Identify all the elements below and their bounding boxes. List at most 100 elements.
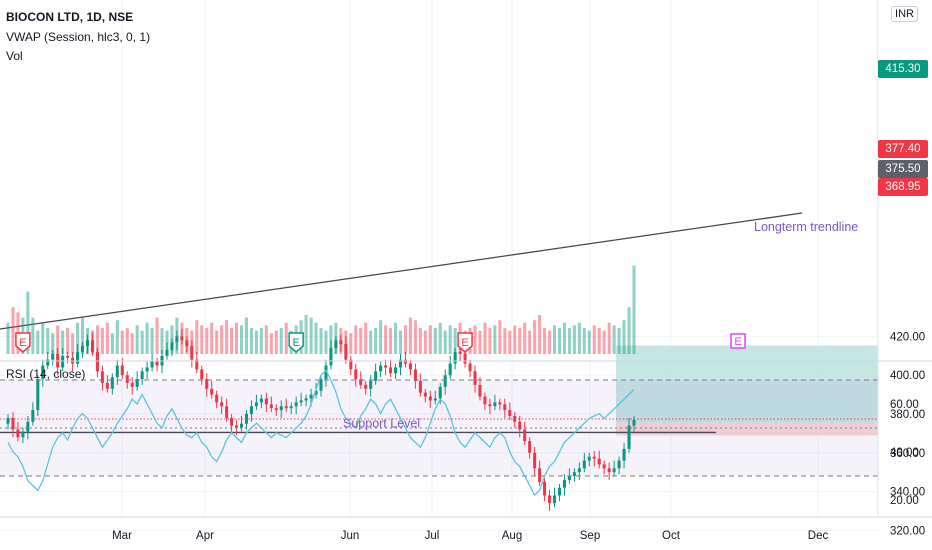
candle-body	[254, 402, 258, 407]
candle-body	[31, 410, 35, 422]
stop-price-badge: 368.95	[878, 178, 928, 196]
candle-body	[235, 425, 239, 428]
volume-bar	[185, 328, 189, 354]
volume-bar	[433, 328, 437, 354]
volume-bar	[413, 320, 417, 354]
volume-bar	[274, 330, 278, 354]
price-tick-label: 420.00	[890, 331, 925, 343]
candle-body	[269, 404, 273, 409]
candle-body	[309, 394, 313, 399]
volume-bar	[533, 320, 537, 354]
future-earnings-shape	[730, 333, 746, 349]
candle-body	[433, 398, 437, 401]
price-tick-label: 380.00	[890, 409, 925, 421]
volume-bar	[140, 330, 144, 354]
volume-bar	[334, 322, 338, 354]
rsi-indicator-label[interactable]: RSI (14, close)	[6, 367, 86, 381]
volume-bar	[528, 330, 532, 354]
volume-bar	[498, 320, 502, 354]
volume-bar	[235, 322, 239, 354]
volume-bar	[587, 330, 591, 354]
volume-bar	[543, 328, 547, 354]
candle-body	[304, 398, 308, 401]
volume-bar	[612, 325, 616, 354]
volume-bar	[180, 322, 184, 354]
volume-bar	[552, 325, 557, 354]
candle-body	[359, 379, 363, 385]
candle-body	[428, 396, 432, 401]
x-tick-label: Dec	[808, 530, 829, 542]
volume-bar	[374, 328, 378, 354]
volume-bar	[90, 330, 94, 354]
candle-body	[135, 379, 139, 387]
earnings-marker-label: E	[461, 337, 468, 349]
candle-body	[115, 365, 119, 378]
symbol-title[interactable]: BIOCON LTD, 1D, NSE	[6, 10, 134, 24]
candle-body	[319, 379, 323, 391]
volume-bar	[160, 328, 164, 354]
candle-body	[200, 369, 204, 380]
volume-bar	[483, 322, 487, 354]
candle-body	[577, 468, 581, 473]
support-level-label: Support Level	[343, 416, 420, 430]
volume-bar	[493, 325, 497, 354]
candle-body	[592, 456, 596, 459]
candle-body	[76, 351, 80, 364]
volume-bar	[393, 322, 398, 354]
volume-bar	[284, 322, 288, 354]
volume-bar	[503, 328, 507, 354]
volume-bar	[478, 330, 482, 354]
candle-body	[552, 495, 557, 504]
candle-body	[473, 371, 477, 385]
future-earnings-label: E	[734, 336, 741, 348]
volume-bar	[627, 307, 631, 354]
candle-body	[339, 340, 343, 345]
candle-body	[11, 417, 15, 430]
volume-bar	[428, 325, 432, 354]
candle-body	[130, 382, 134, 387]
candle-body	[205, 379, 209, 389]
trendline-label: Longterm trendline	[754, 220, 858, 234]
volume-bar	[36, 330, 40, 354]
candle-body	[369, 381, 373, 389]
volume-bar	[190, 330, 194, 354]
candle-body	[41, 365, 45, 380]
volume-bar	[105, 322, 109, 354]
volume-bar	[473, 325, 477, 354]
volume-bar	[339, 328, 343, 354]
volume-bar	[264, 325, 268, 354]
volume-bar	[538, 315, 542, 354]
volume-bar	[269, 333, 273, 354]
volume-bar	[369, 330, 373, 354]
candle-body	[329, 348, 333, 366]
price-tick-label: 400.00	[890, 370, 925, 382]
rsi-tick-label: 60.00	[890, 399, 919, 411]
candle-body	[384, 365, 388, 368]
last-price-badge: 377.40	[878, 140, 928, 158]
target-zone	[616, 345, 878, 423]
volume-bar	[513, 325, 517, 354]
vwap-indicator-label[interactable]: VWAP (Session, hlc3, 0, 1)	[6, 30, 151, 44]
candle-body	[493, 402, 497, 407]
candle-body	[632, 419, 636, 426]
candle-body	[528, 441, 532, 453]
candle-body	[239, 423, 244, 428]
candle-body	[468, 363, 472, 372]
candle-body	[548, 495, 552, 504]
candle-body	[607, 468, 611, 473]
volume-bar	[562, 322, 566, 354]
candle-body	[46, 359, 50, 366]
volume-bar	[31, 317, 35, 354]
candle-body	[543, 481, 547, 496]
volume-bar	[279, 328, 283, 354]
candle-body	[508, 410, 512, 416]
volume-indicator-label[interactable]: Vol	[6, 49, 23, 63]
earnings-marker: E	[288, 332, 304, 353]
volume-bar	[488, 328, 492, 354]
candle-body	[105, 382, 109, 389]
volume-bar	[359, 328, 363, 354]
volume-bar	[324, 330, 328, 354]
x-tick-label: Aug	[502, 530, 522, 542]
